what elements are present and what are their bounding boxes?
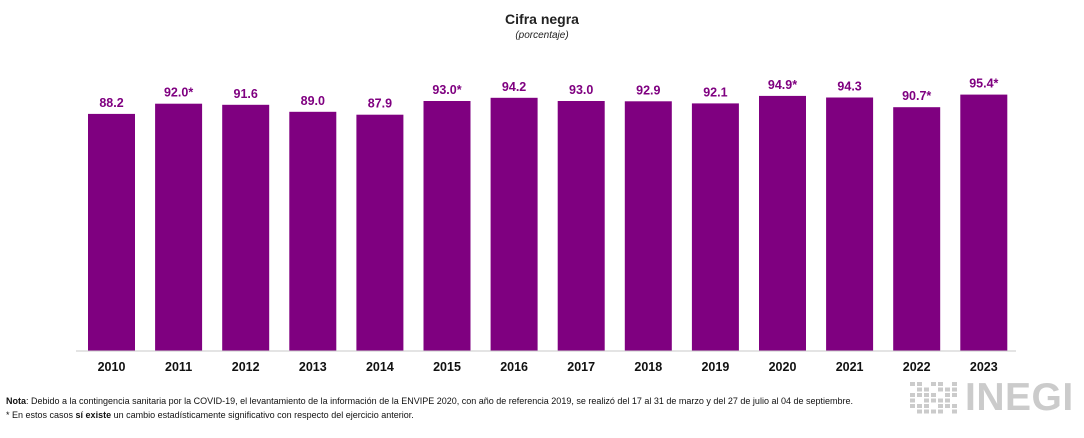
bar-2019 (691, 103, 739, 352)
data-label-2022: 90.7* (902, 89, 931, 103)
bar-2012 (222, 104, 270, 351)
bar-2022 (893, 107, 941, 351)
bar-2020 (759, 95, 806, 352)
x-tick-2014: 2014 (366, 360, 394, 374)
chart-subtitle: (porcentaje) (515, 30, 569, 41)
x-tick-2011: 2011 (165, 360, 192, 374)
bar-2016 (490, 97, 538, 351)
asterisk-note-bold: sí existe (75, 410, 112, 420)
x-tick-2023: 2023 (970, 360, 998, 374)
bar-2015 (423, 101, 471, 351)
bar-2023 (960, 94, 1008, 351)
x-tick-2020: 2020 (769, 360, 797, 374)
x-tick-2022: 2022 (903, 360, 931, 374)
footnotes: Nota: Debido a la contingencia sanitaria… (6, 396, 901, 421)
bar-2017 (557, 101, 605, 351)
asterisk-note: * En estos casos sí existe un cambio est… (6, 410, 901, 421)
x-tick-2018: 2018 (634, 360, 662, 374)
x-tick-2010: 2010 (98, 360, 126, 374)
data-label-2020: 94.9* (768, 78, 797, 92)
data-label-2019: 92.1 (703, 85, 727, 99)
x-tick-2016: 2016 (500, 360, 528, 374)
x-tick-2017: 2017 (567, 360, 595, 374)
data-label-2016: 94.2 (502, 80, 526, 94)
data-label-2015: 93.0* (432, 83, 461, 97)
x-tick-2019: 2019 (701, 360, 729, 374)
data-label-2014: 87.9 (368, 97, 392, 111)
inegi-logo: INEGI (906, 380, 1084, 420)
data-label-2012: 91.6 (234, 87, 258, 101)
x-tick-2021: 2021 (836, 360, 864, 374)
asterisk-note-post: un cambio estadísticamente significativo… (111, 410, 414, 420)
bar-2010 (88, 113, 135, 352)
data-label-2013: 89.0 (301, 94, 325, 108)
inegi-dots-icon (910, 382, 957, 414)
asterisk-note-pre: * En estos casos (6, 410, 76, 420)
bar-2013 (289, 111, 337, 351)
data-label-2011: 92.0* (164, 86, 193, 100)
data-label-2023: 95.4* (969, 77, 998, 91)
chart-title: Cifra negra (505, 11, 579, 27)
data-label-2017: 93.0 (569, 83, 593, 97)
data-label-2018: 92.9 (636, 83, 660, 97)
note-text: : Debido a la contingencia sanitaria por… (26, 396, 853, 406)
inegi-logo-text: INEGI (965, 380, 1074, 419)
bar-2018 (624, 101, 672, 351)
bar-chart: 88.2 92.0* 91.6 89.0 87.9 93.0* 94.2 93.0 92.9 92… (76, 77, 1016, 374)
x-tick-2015: 2015 (433, 360, 461, 374)
note-label: Nota (6, 396, 26, 406)
x-tick-2013: 2013 (299, 360, 327, 374)
bar-2021 (826, 97, 874, 351)
x-tick-2012: 2012 (232, 360, 260, 374)
data-label-2021: 94.3 (837, 80, 861, 94)
bar-2011 (155, 103, 203, 351)
data-label-2010: 88.2 (99, 96, 123, 110)
bar-2014 (356, 114, 404, 351)
note-paragraph: Nota: Debido a la contingencia sanitaria… (6, 396, 901, 407)
